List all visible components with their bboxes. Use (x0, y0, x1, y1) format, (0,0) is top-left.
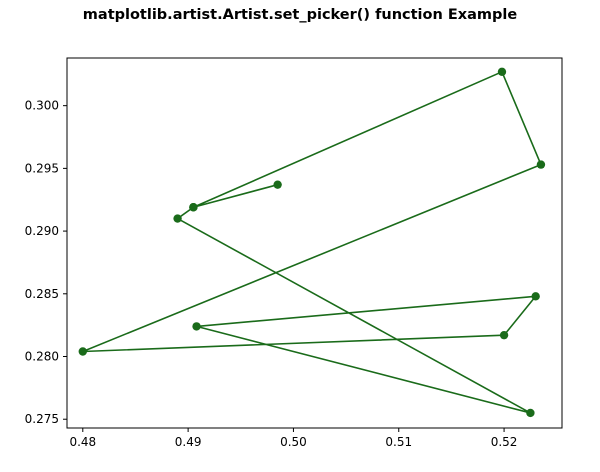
data-point (189, 203, 198, 212)
data-point (499, 330, 509, 340)
x-tick-label: 0.52 (491, 435, 518, 449)
data-point (531, 292, 540, 301)
x-tick-label: 0.50 (280, 435, 307, 449)
y-axis: 0.275 0.280 0.285 0.290 0.295 0.300 (25, 99, 67, 426)
data-point (192, 322, 201, 331)
data-point (78, 347, 87, 356)
y-tick-label: 0.275 (25, 412, 59, 426)
x-tick-label: 0.49 (175, 435, 202, 449)
y-tick-label: 0.280 (25, 350, 59, 364)
data-point (526, 408, 535, 418)
axes-frame (66, 57, 563, 429)
x-tick-label: 0.48 (69, 435, 96, 449)
y-tick-label: 0.285 (25, 287, 59, 301)
y-tick-label: 0.295 (25, 161, 59, 175)
data-point (497, 67, 507, 76)
y-tick-label: 0.290 (25, 224, 59, 238)
x-tick-label: 0.51 (385, 435, 412, 449)
data-point (536, 160, 546, 169)
x-axis: 0.48 0.49 0.50 0.51 0.52 (69, 428, 517, 449)
y-tick-label: 0.300 (25, 99, 59, 113)
plot-area (78, 67, 546, 418)
series-line (81, 70, 542, 414)
data-point (173, 214, 182, 223)
chart-title: matplotlib.artist.Artist.set_picker() fu… (82, 7, 518, 23)
data-point (273, 180, 282, 189)
